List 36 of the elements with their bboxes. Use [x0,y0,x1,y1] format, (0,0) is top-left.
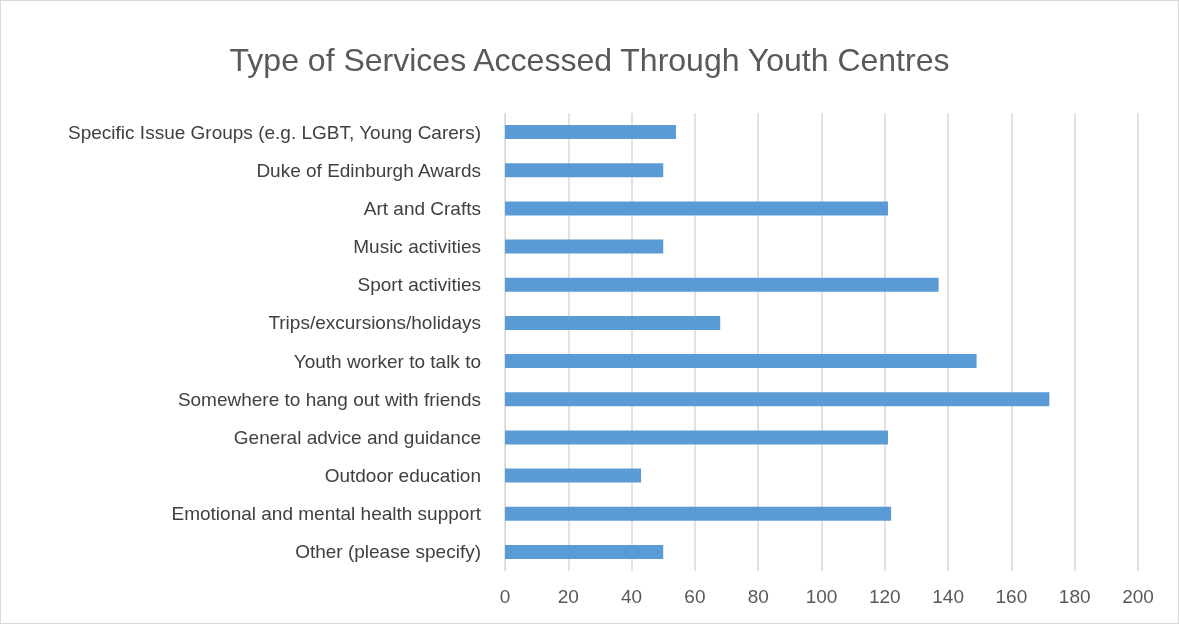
bar [505,354,977,369]
bar [505,201,888,216]
chart-title: Type of Services Accessed Through Youth Centres [229,42,950,78]
x-tick-label: 120 [868,586,901,607]
bar [505,392,1050,407]
bar [505,468,642,483]
y-tick-label: Youth worker to talk to [293,350,481,372]
y-tick-label: Other (please specify) [295,541,481,563]
x-tick-label: 160 [995,586,1028,607]
y-tick-label: Trips/excursions/holidays [268,312,481,334]
x-tick-label: 60 [684,586,706,607]
bar [505,277,939,292]
y-tick-label: Emotional and mental health support [171,503,482,525]
bar [505,315,721,330]
y-tick-label: General advice and guidance [233,426,481,448]
bar [505,239,664,254]
x-tick-label: 40 [621,586,643,607]
y-tick-label: Somewhere to hang out with friends [177,388,481,410]
x-tick-label: 80 [747,586,769,607]
bar [505,430,888,445]
bar [505,125,676,140]
bar [505,163,664,178]
y-tick-label: Outdoor education [324,465,481,487]
y-tick-label: Specific Issue Groups (e.g. LGBT, Young Carers) [68,121,481,143]
x-tick-label: 140 [932,586,964,607]
x-tick-label: 180 [1058,586,1091,607]
y-tick-label: Sport activities [357,274,481,296]
bar [505,544,664,559]
x-tick-label: 0 [499,586,511,607]
x-tick-label: 200 [1122,586,1154,607]
y-tick-label: Art and Crafts [363,197,481,219]
x-tick-label: 100 [805,586,838,607]
y-tick-label: Music activities [353,236,481,258]
bar [505,506,892,521]
x-tick-label: 20 [557,586,579,607]
y-tick-label: Duke of Edinburgh Awards [256,159,481,181]
